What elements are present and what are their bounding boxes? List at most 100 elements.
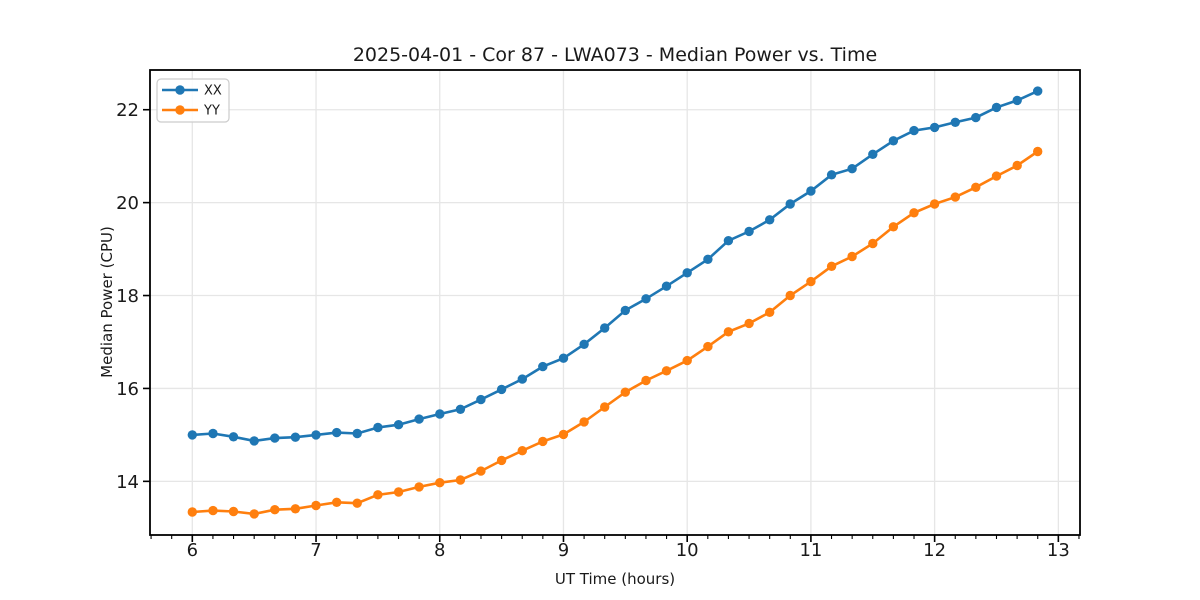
data-point-xx xyxy=(517,374,527,384)
y-axis-label: Median Power (CPU) xyxy=(98,226,116,378)
data-point-yy xyxy=(765,307,775,317)
legend-label: YY xyxy=(203,104,220,119)
data-point-yy xyxy=(332,497,342,507)
data-point-xx xyxy=(744,226,754,237)
data-point-xx xyxy=(703,254,713,264)
data-point-xx xyxy=(868,149,878,159)
data-point-xx xyxy=(352,428,362,439)
data-point-xx xyxy=(1012,95,1022,106)
x-tick-label: 10 xyxy=(676,540,699,561)
data-point-xx xyxy=(600,323,610,333)
data-point-yy xyxy=(785,290,795,301)
data-point-yy xyxy=(435,478,445,488)
data-point-yy xyxy=(290,504,301,514)
data-point-yy xyxy=(723,327,734,337)
data-point-yy xyxy=(496,455,507,466)
data-point-xx xyxy=(579,339,589,349)
data-point-yy xyxy=(950,192,960,202)
data-point-yy xyxy=(228,506,239,517)
data-point-xx xyxy=(414,414,424,424)
data-point-xx xyxy=(723,236,734,246)
data-point-xx xyxy=(228,432,239,442)
data-point-yy xyxy=(847,251,857,262)
data-point-xx xyxy=(311,430,321,440)
data-point-xx xyxy=(806,186,816,196)
data-point-xx xyxy=(950,117,960,128)
y-tick-label: 18 xyxy=(116,286,139,307)
data-point-yy xyxy=(682,355,692,366)
data-point-xx xyxy=(785,199,795,209)
data-point-xx xyxy=(620,305,630,316)
x-tick-label: 11 xyxy=(799,540,822,561)
data-point-xx xyxy=(661,281,672,291)
chart-title: 2025-04-01 - Cor 87 - LWA073 - Median Po… xyxy=(353,44,877,66)
y-tick-label: 14 xyxy=(116,472,139,493)
data-point-yy xyxy=(373,490,383,500)
legend-label: XX xyxy=(204,84,222,99)
data-point-yy xyxy=(971,182,981,192)
x-tick-label: 8 xyxy=(434,540,445,561)
data-point-xx xyxy=(455,404,466,414)
data-point-xx xyxy=(496,384,507,395)
data-point-xx xyxy=(847,164,857,174)
data-point-yy xyxy=(414,482,424,492)
data-point-xx xyxy=(929,122,940,133)
data-point-xx xyxy=(208,428,218,439)
series-layer xyxy=(187,86,1043,519)
data-point-yy xyxy=(909,208,919,218)
data-point-yy xyxy=(558,429,569,440)
legend-marker xyxy=(175,85,185,95)
data-point-yy xyxy=(352,498,362,508)
data-point-yy xyxy=(888,222,899,232)
data-point-yy xyxy=(517,446,527,456)
x-axis-label: UT Time (hours) xyxy=(555,570,675,588)
data-point-yy xyxy=(393,487,404,497)
x-tick-label: 6 xyxy=(187,540,198,561)
data-point-yy xyxy=(826,261,837,271)
data-point-xx xyxy=(888,136,899,146)
data-point-xx xyxy=(393,420,404,430)
x-tick-label: 9 xyxy=(558,540,569,561)
data-point-xx xyxy=(1033,86,1043,96)
data-point-xx xyxy=(270,433,280,443)
data-point-yy xyxy=(868,238,878,249)
data-point-xx xyxy=(249,436,259,446)
data-point-xx xyxy=(991,102,1002,113)
legend: XX YY xyxy=(156,78,230,123)
data-point-yy xyxy=(620,387,630,397)
data-point-yy xyxy=(455,475,466,485)
data-point-yy xyxy=(703,341,713,352)
data-point-xx xyxy=(971,112,981,123)
data-point-yy xyxy=(929,199,940,209)
y-tick-label: 16 xyxy=(116,379,139,400)
data-point-xx xyxy=(187,430,197,440)
data-point-yy xyxy=(187,507,197,517)
data-point-yy xyxy=(1033,146,1043,157)
data-point-yy xyxy=(806,276,816,287)
data-point-xx xyxy=(765,215,775,225)
data-point-yy xyxy=(270,505,280,515)
tick-label-layer: 6 7 8 9 10 11 12 13 14 16 18 20 22 xyxy=(116,100,1070,561)
tick-layer xyxy=(143,108,1080,542)
data-point-yy xyxy=(641,375,651,386)
data-point-yy xyxy=(744,318,754,329)
data-point-xx xyxy=(290,432,301,442)
legend-entry-xx: XX xyxy=(162,84,222,99)
legend-entry-yy: YY xyxy=(162,104,220,119)
data-point-yy xyxy=(249,509,259,519)
data-point-yy xyxy=(208,505,218,516)
data-point-xx xyxy=(826,170,837,180)
data-point-xx xyxy=(476,394,486,405)
data-point-yy xyxy=(579,417,589,427)
data-point-yy xyxy=(538,436,548,447)
y-tick-label: 20 xyxy=(116,193,139,214)
x-tick-label: 12 xyxy=(923,540,946,561)
data-point-xx xyxy=(332,427,342,438)
data-point-yy xyxy=(476,466,486,476)
data-point-xx xyxy=(373,422,383,433)
data-point-xx xyxy=(909,125,919,136)
data-point-xx xyxy=(558,353,569,363)
data-point-yy xyxy=(600,402,610,412)
data-point-xx xyxy=(538,361,548,372)
